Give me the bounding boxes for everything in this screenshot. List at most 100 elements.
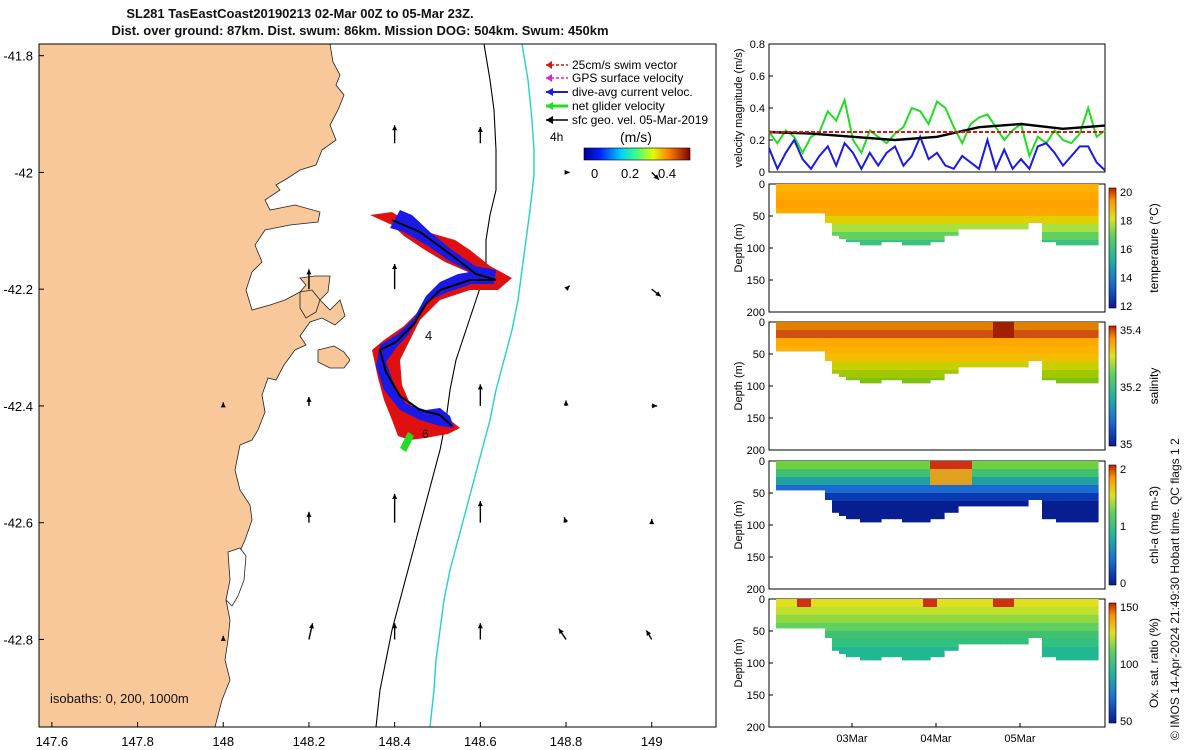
section-cell: [986, 184, 994, 193]
section-cell: [1028, 354, 1036, 361]
section-cell: [1077, 192, 1085, 201]
section-cell: [902, 517, 910, 523]
section-cell: [790, 599, 798, 608]
section-cell: [1042, 208, 1050, 217]
section-cell: [818, 208, 826, 214]
section-cell: [1000, 192, 1008, 201]
section-cell: [937, 208, 945, 217]
section-cell: [839, 338, 847, 347]
section-cell: [1077, 477, 1085, 486]
section-cell: [1021, 469, 1029, 478]
section-cell: [923, 338, 931, 347]
section-cell: [895, 501, 903, 510]
section-cell: [853, 517, 861, 520]
section-ytick-label: 100: [747, 520, 765, 532]
section-cell: [881, 330, 889, 339]
section-cell: [1049, 655, 1057, 658]
section-cell: [804, 623, 812, 629]
geo-vector-head: [558, 628, 564, 635]
section-cell: [846, 216, 854, 225]
section-cell: [1091, 184, 1099, 193]
section-colorbar-tick: 50: [1120, 716, 1132, 728]
section-cell: [846, 485, 854, 494]
geo-vector-head: [477, 127, 483, 133]
section-cell: [1014, 330, 1022, 339]
section-cell: [937, 615, 945, 624]
section-cell: [916, 485, 924, 494]
section-cell: [937, 623, 945, 632]
section-cell: [916, 647, 924, 656]
section-cell: [979, 184, 987, 193]
geo-velocity-vectors: [220, 125, 662, 641]
section-cell: [832, 208, 840, 217]
section-cell: [881, 354, 889, 363]
section-cell: [874, 338, 882, 347]
section-cell: [1000, 216, 1008, 225]
section-cell: [874, 461, 882, 470]
section-cell: [1049, 599, 1057, 608]
section-cell: [853, 346, 861, 355]
section-cell: [986, 623, 994, 632]
section-cell: [1056, 655, 1064, 661]
section-ytick-label: 100: [747, 381, 765, 393]
glider-track-line: [378, 219, 497, 427]
section-cell: [944, 509, 952, 513]
section-cell: [867, 330, 875, 339]
section-cell: [993, 346, 1001, 355]
section-cell: [783, 485, 791, 491]
section-cell: [951, 362, 959, 371]
section-cell: [916, 378, 924, 384]
section-cell: [916, 607, 924, 616]
section-cell: [1021, 485, 1029, 494]
section-cell: [944, 370, 952, 374]
section-cell: [944, 501, 952, 510]
section-cell: [874, 184, 882, 193]
section-cell: [979, 192, 987, 201]
section-cell: [902, 599, 910, 608]
section-cell: [1035, 216, 1043, 223]
section-cell: [923, 485, 931, 494]
colorbar-unit-label: (m/s): [620, 129, 652, 145]
section-cell: [916, 517, 924, 523]
section-cell: [1084, 370, 1092, 379]
section-cell: [853, 232, 861, 241]
section-cell: [1021, 477, 1029, 486]
section-cell: [1091, 655, 1099, 661]
section-cell: [965, 607, 973, 616]
section-cell: [951, 501, 959, 510]
section-cell: [1000, 493, 1008, 502]
section-cell: [923, 216, 931, 225]
section-cell: [1042, 623, 1050, 632]
section-cell: [874, 639, 882, 648]
section-cell: [867, 469, 875, 478]
section-cell: [916, 477, 924, 486]
section-colorbar-tick: 1: [1120, 521, 1126, 533]
section-cell: [923, 232, 931, 241]
section-cell: [1091, 477, 1099, 486]
section-cell: [1035, 477, 1043, 486]
section-cell: [1084, 469, 1092, 478]
section-cell: [1056, 607, 1064, 616]
section-cell: [1063, 346, 1071, 355]
section-cell: [874, 354, 882, 363]
section-cell: [1056, 517, 1064, 523]
section-cell: [1077, 655, 1085, 661]
section-cell: [1035, 461, 1043, 470]
section-cell: [909, 647, 917, 656]
section-cell: [979, 346, 987, 355]
section-cell: [895, 216, 903, 225]
section-cell: [1056, 615, 1064, 624]
section-cell: [1077, 631, 1085, 640]
section-cell: [1077, 517, 1085, 523]
section-cell: [1007, 338, 1015, 347]
tasmania-land: [39, 44, 346, 727]
section-cell: [832, 224, 840, 233]
section-cell: [1049, 509, 1057, 518]
section-cell: [965, 200, 973, 209]
section-cell: [860, 647, 868, 656]
map-ytick-label: -42.2: [3, 282, 33, 297]
svg-text:25cm/s swim vector: 25cm/s swim vector: [572, 58, 677, 72]
section-cell: [811, 623, 819, 629]
section-cell: [909, 216, 917, 225]
geo-vector-head: [306, 511, 312, 517]
